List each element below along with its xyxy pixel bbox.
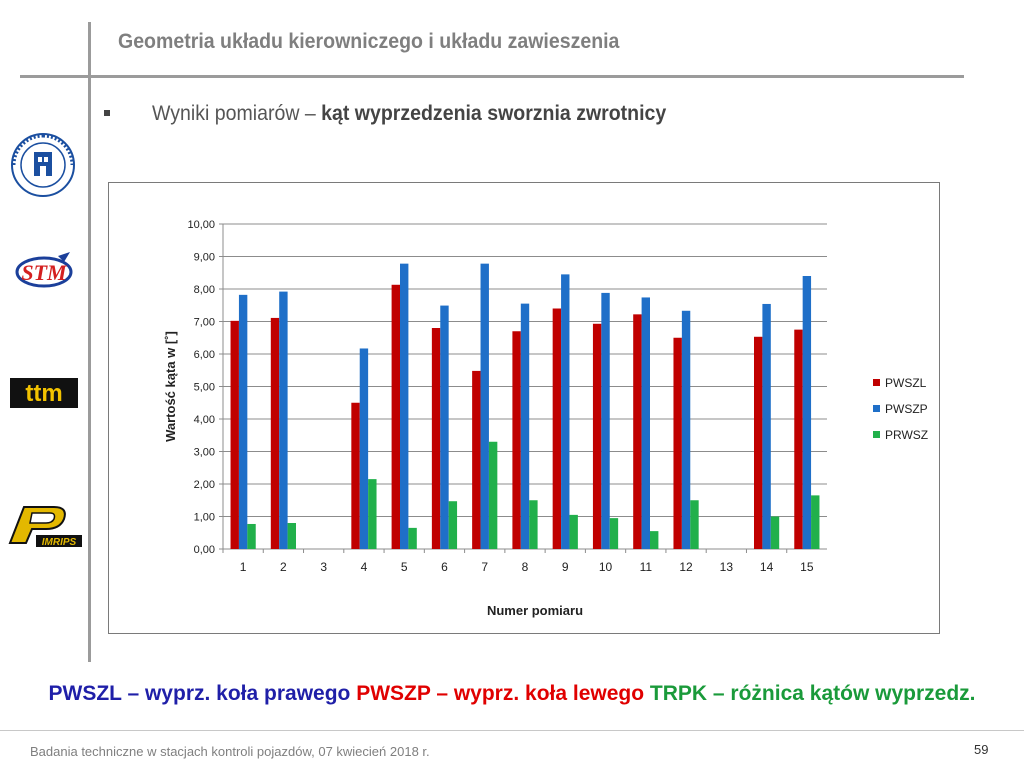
bar-prwsz: [770, 516, 780, 549]
x-tick-label: 8: [522, 560, 529, 574]
bar-pwszp: [400, 263, 409, 549]
bullet-text: Wyniki pomiarów – kąt wyprzedzenia sworz…: [152, 102, 666, 126]
bar-pwszl: [351, 402, 360, 549]
legend-label-pwszl: PWSZL: [885, 376, 927, 390]
page-number: 59: [974, 742, 989, 757]
bullet-marker: [104, 110, 110, 116]
chart-frame: 0,00 1,00 2,00 3,00 4,00 5,00 6,00 7,00 8,00 9,00…: [108, 182, 940, 634]
bar-pwszl: [633, 314, 642, 549]
bar-chart: 0,00 1,00 2,00 3,00 4,00 5,00 6,00 7,00 8,00 9,00…: [163, 219, 928, 618]
bar-prwsz: [448, 501, 458, 549]
bar-pwszl: [391, 284, 400, 549]
title-underline: [20, 75, 964, 78]
x-tick-label: 9: [562, 560, 569, 574]
y-tick-label: 7,00: [194, 317, 215, 329]
x-tick-label: 12: [679, 560, 693, 574]
bar-pwszp: [681, 310, 691, 549]
bar-prwsz: [569, 514, 578, 549]
stm-logo: STM: [15, 252, 73, 288]
bar-pwszl: [794, 329, 803, 549]
caption-pwszl: PWSZL – wyprz. koła prawego: [48, 682, 357, 705]
bar-pwszl: [431, 328, 441, 549]
svg-text:ttm: ttm: [25, 380, 62, 407]
ttm-logo: ttm: [10, 378, 78, 408]
bar-pwszp: [762, 303, 771, 549]
caption-trpk: TRPK – różnica kątów wyprzedz.: [649, 682, 976, 705]
bar-pwszl: [270, 317, 280, 549]
x-tick-label: 1: [240, 560, 247, 574]
bar-pwszl: [754, 336, 763, 549]
footer-text: Badania techniczne w stacjach kontroli p…: [30, 744, 430, 759]
x-tick-label: 13: [720, 560, 734, 574]
x-tick-label: 5: [401, 560, 408, 574]
caption-pwszp: PWSZP – wyprz. koła lewego: [356, 682, 650, 705]
legend-label-prwsz: PRWSZ: [885, 428, 928, 442]
x-axis-title: Numer pomiaru: [487, 603, 583, 618]
bar-prwsz: [609, 518, 619, 549]
bar-prwsz: [690, 500, 699, 549]
x-tick-label: 11: [640, 560, 653, 574]
x-tick-label: 14: [760, 560, 774, 574]
x-tick-label: 2: [280, 560, 287, 574]
bar-prwsz: [368, 479, 377, 549]
bar-pwszp: [440, 305, 449, 549]
bar-pwszl: [552, 308, 562, 549]
y-tick-label: 3,00: [194, 447, 215, 459]
x-tick-label: 7: [481, 560, 488, 574]
bar-pwszp: [279, 291, 288, 549]
bar-prwsz: [529, 500, 538, 549]
bar-pwszl: [472, 370, 481, 549]
series-explanation: PWSZL – wyprz. koła prawego PWSZP – wypr…: [0, 682, 1024, 706]
y-axis-title: Wartość kąta w [˚]: [163, 331, 178, 442]
bullet-bold-text: kąt wyprzedzenia sworznia zwrotnicy: [321, 102, 667, 125]
legend-swatch-prwsz: [873, 431, 880, 438]
svg-text:STM: STM: [21, 260, 68, 285]
svg-text:IMRIPS: IMRIPS: [42, 537, 77, 548]
imrips-logo: IMRIPS: [8, 506, 82, 548]
legend-swatch-pwszl: [873, 379, 880, 386]
x-tick-label: 10: [599, 560, 613, 574]
bar-prwsz: [811, 495, 820, 549]
footer-divider: [0, 730, 1024, 731]
bar-pwszp: [641, 297, 650, 549]
bar-prwsz: [247, 523, 256, 549]
university-seal-logo: [11, 133, 75, 197]
y-tick-label: 10,00: [187, 219, 215, 231]
bullet-prefix: Wyniki pomiarów –: [152, 102, 322, 125]
bar-pwszp: [520, 303, 530, 549]
legend-label-pwszp: PWSZP: [885, 402, 928, 416]
y-tick-label: 6,00: [194, 349, 215, 361]
y-tick-label: 5,00: [194, 382, 215, 394]
y-tick-label: 4,00: [194, 414, 215, 426]
y-tick-label: 9,00: [194, 252, 215, 264]
bar-pwszp: [802, 276, 812, 549]
slide-title: Geometria układu kierowniczego i układu …: [118, 30, 620, 53]
legend-swatch-pwszp: [873, 405, 880, 412]
bar-pwszp: [601, 292, 610, 549]
bar-pwszl: [673, 337, 682, 549]
y-tick-label: 8,00: [194, 284, 215, 296]
x-tick-label: 3: [320, 560, 327, 574]
bar-pwszl: [592, 323, 602, 549]
bar-pwszl: [230, 320, 239, 549]
bar-pwszp: [359, 348, 369, 549]
bar-pwszl: [512, 331, 521, 549]
bar-pwszp: [561, 274, 570, 549]
y-tick-label: 1,00: [194, 512, 215, 524]
bar-prwsz: [488, 441, 498, 549]
y-tick-label: 0,00: [194, 544, 215, 556]
bar-pwszp: [238, 294, 248, 549]
bar-pwszp: [480, 263, 489, 549]
x-tick-label: 6: [441, 560, 448, 574]
bar-prwsz: [408, 527, 417, 549]
bar-prwsz: [287, 523, 296, 549]
vertical-divider: [88, 22, 91, 662]
x-tick-label: 4: [361, 560, 368, 574]
y-tick-label: 2,00: [194, 479, 215, 491]
bar-prwsz: [650, 531, 659, 549]
x-tick-label: 15: [800, 560, 814, 574]
